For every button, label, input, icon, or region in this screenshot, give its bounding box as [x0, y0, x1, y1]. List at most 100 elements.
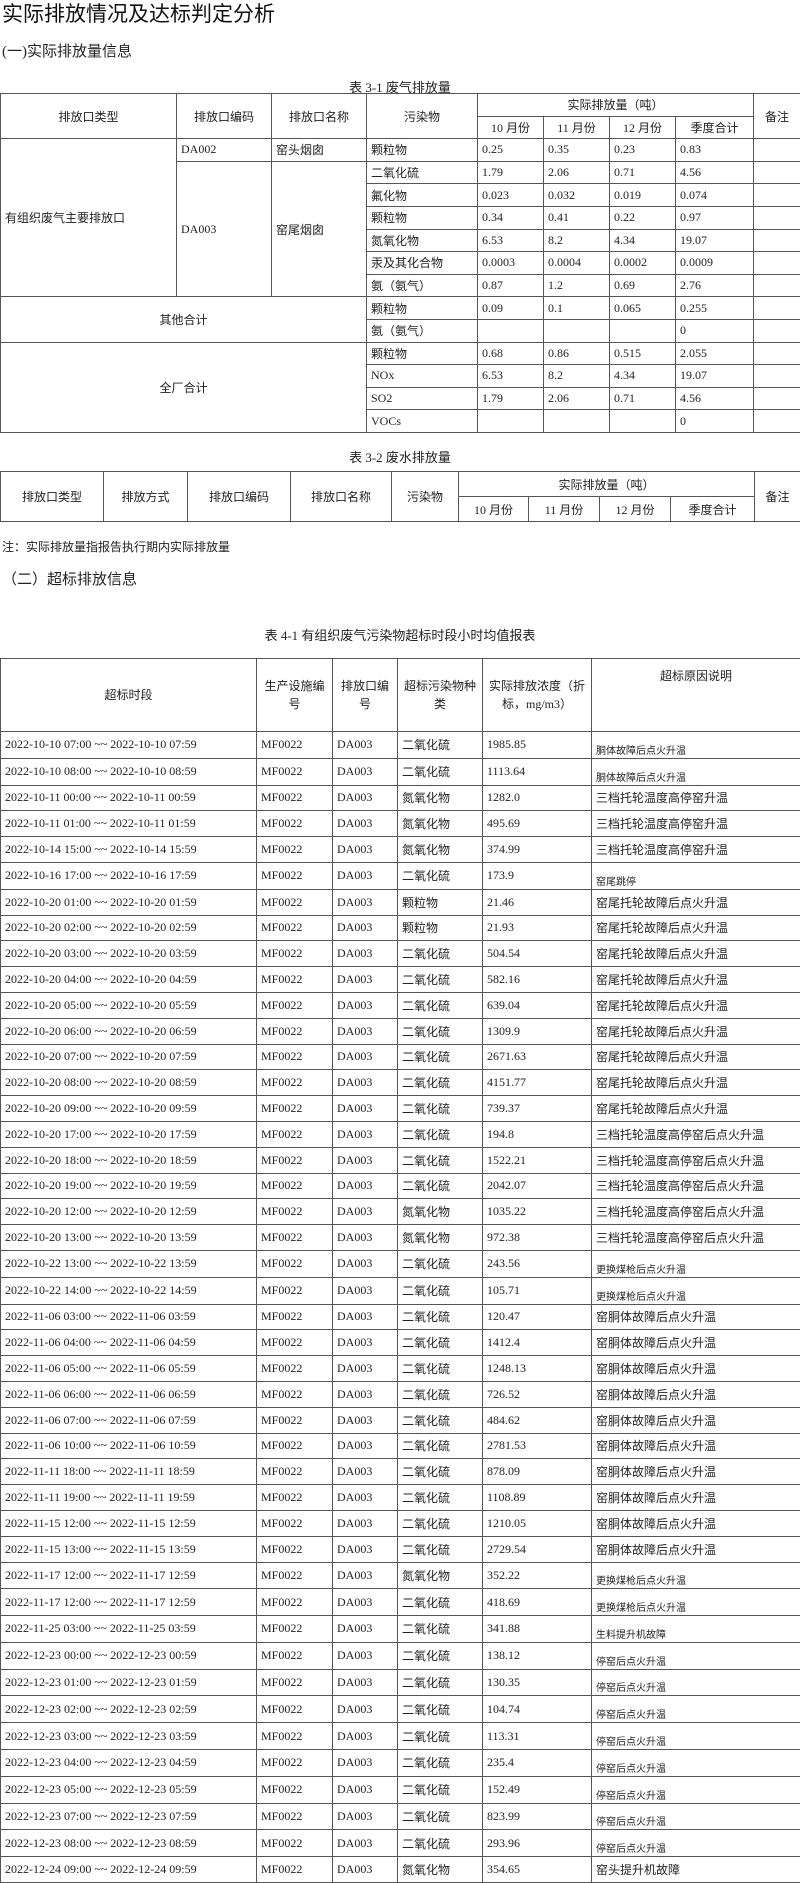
period: 2022-10-20 07:00 ~~ 2022-10-20 07:59: [1, 1044, 257, 1070]
outlet-code: DA003: [333, 1510, 398, 1536]
facility-code: MF0022: [257, 1225, 333, 1251]
period: 2022-10-20 09:00 ~~ 2022-10-20 09:59: [1, 1096, 257, 1122]
outlet-code: DA003: [333, 889, 398, 915]
outlet-code: DA003: [333, 1070, 398, 1096]
header-discharge-method: 排放方式: [104, 472, 188, 522]
period: 2022-10-20 04:00 ~~ 2022-10-20 04:59: [1, 967, 257, 993]
period: 2022-10-16 17:00 ~~ 2022-10-16 17:59: [1, 862, 257, 889]
october: 0.0003: [478, 252, 544, 275]
period: 2022-10-10 08:00 ~~ 2022-10-10 08:59: [1, 758, 257, 785]
october: 0.023: [478, 184, 544, 207]
november: 0.1: [544, 297, 610, 320]
concentration: 1282.0: [483, 785, 592, 811]
outlet-code: DA003: [333, 1830, 398, 1857]
facility-code: MF0022: [257, 1147, 333, 1173]
reason: 窑尾托轮故障后点火升温: [592, 889, 800, 915]
pollutant-type: 二氧化硫: [398, 1536, 483, 1562]
reason: 停窑后点火升温: [592, 1696, 800, 1723]
reason: 窑胴体故障后点火升温: [592, 1433, 800, 1459]
concentration: 1113.64: [483, 758, 592, 785]
pollutant: NOx: [367, 365, 478, 388]
reason: 三档托轮温度高停窑升温: [592, 785, 800, 811]
outlet-code: DA003: [177, 161, 272, 297]
pollutant-type: 颗粒物: [398, 889, 483, 915]
pollutant-type: 颗粒物: [398, 915, 483, 941]
facility-code: MF0022: [257, 1562, 333, 1589]
concentration: 972.38: [483, 1225, 592, 1251]
summary-label: 全厂合计: [1, 342, 367, 432]
period: 2022-11-17 12:00 ~~ 2022-11-17 12:59: [1, 1562, 257, 1589]
november: [544, 319, 610, 342]
reason: 窑尾托轮故障后点火升温: [592, 941, 800, 967]
facility-code: MF0022: [257, 1121, 333, 1147]
quarter-total: 0.074: [676, 184, 754, 207]
note: [754, 184, 800, 207]
reason: 窑胴体故障后点火升温: [592, 1330, 800, 1356]
pollutant-type: 二氧化硫: [398, 1250, 483, 1277]
period: 2022-10-20 01:00 ~~ 2022-10-20 01:59: [1, 889, 257, 915]
facility-code: MF0022: [257, 1669, 333, 1696]
outlet-code: DA003: [333, 862, 398, 889]
facility-code: MF0022: [257, 1330, 333, 1356]
period: 2022-11-06 06:00 ~~ 2022-11-06 06:59: [1, 1381, 257, 1407]
concentration: 2671.63: [483, 1044, 592, 1070]
october: 0.34: [478, 206, 544, 229]
november: 1.2: [544, 274, 610, 297]
reason: 窑尾托轮故障后点火升温: [592, 1096, 800, 1122]
period: 2022-10-20 12:00 ~~ 2022-10-20 12:59: [1, 1199, 257, 1225]
concentration: 173.9: [483, 862, 592, 889]
reason: 窑胴体故障后点火升温: [592, 1485, 800, 1511]
december: [610, 410, 676, 433]
outlet-code: DA003: [333, 1044, 398, 1070]
pollutant-type: 二氧化硫: [398, 1696, 483, 1723]
waste-water-emissions-table: 排放口类型 排放方式 排放口编码 排放口名称 污染物 实际排放量（吨） 备注 1…: [0, 471, 800, 522]
reason: 窑尾托轮故障后点火升温: [592, 1070, 800, 1096]
period: 2022-10-20 02:00 ~~ 2022-10-20 02:59: [1, 915, 257, 941]
concentration: 4151.77: [483, 1070, 592, 1096]
period: 2022-11-06 10:00 ~~ 2022-11-06 10:59: [1, 1433, 257, 1459]
november: 0.86: [544, 342, 610, 365]
period: 2022-10-20 19:00 ~~ 2022-10-20 19:59: [1, 1173, 257, 1199]
quarter-total: 0: [676, 410, 754, 433]
concentration: 352.22: [483, 1562, 592, 1589]
facility-code: MF0022: [257, 967, 333, 993]
period: 2022-10-20 08:00 ~~ 2022-10-20 08:59: [1, 1070, 257, 1096]
outlet-type: 有组织废气主要排放口: [1, 139, 177, 297]
pollutant-type: 二氧化硫: [398, 732, 483, 759]
facility-code: MF0022: [257, 1433, 333, 1459]
pollutant: 颗粒物: [367, 139, 478, 162]
reason: 更换煤枪后点火升温: [592, 1250, 800, 1277]
facility-code: MF0022: [257, 785, 333, 811]
december: 0.22: [610, 206, 676, 229]
november: 0.35: [544, 139, 610, 162]
reason: 三档托轮温度高停窑升温: [592, 811, 800, 837]
pollutant-type: 二氧化硫: [398, 1147, 483, 1173]
pollutant-type: 二氧化硫: [398, 1356, 483, 1382]
facility-code: MF0022: [257, 1857, 333, 1883]
pollutant-type: 二氧化硫: [398, 1304, 483, 1330]
october: 0.68: [478, 342, 544, 365]
pollutant-type: 二氧化硫: [398, 1510, 483, 1536]
outlet-code: DA003: [333, 1616, 398, 1643]
note: [754, 229, 800, 252]
facility-code: MF0022: [257, 1536, 333, 1562]
outlet-code: DA003: [333, 1147, 398, 1173]
concentration: 1035.22: [483, 1199, 592, 1225]
pollutant: 汞及其化合物: [367, 252, 478, 275]
december: 4.34: [610, 229, 676, 252]
pollutant-type: 氮氧化物: [398, 811, 483, 837]
december: 0.71: [610, 161, 676, 184]
facility-code: MF0022: [257, 992, 333, 1018]
